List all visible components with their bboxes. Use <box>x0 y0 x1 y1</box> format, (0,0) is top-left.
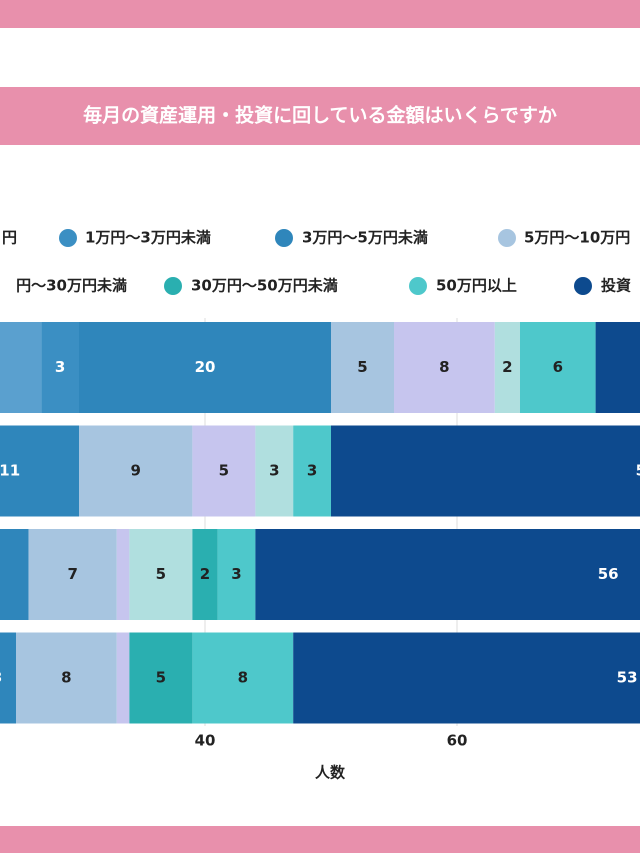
legend-label: 30万円〜50万円未満 <box>191 277 338 295</box>
value-label: 8 <box>61 669 71 687</box>
bar-segment <box>16 632 117 724</box>
legend-marker <box>574 277 592 295</box>
bar-segment <box>331 425 640 517</box>
value-label: 2 <box>200 565 210 583</box>
bar-segment <box>28 529 117 620</box>
bar-segment <box>331 322 394 413</box>
legend-marker <box>164 277 182 295</box>
value-label: 5 <box>156 669 166 687</box>
title-banner <box>0 87 640 145</box>
x-tick-label: 60 <box>447 732 468 750</box>
legend-label: 1万円〜3万円未満 <box>85 229 211 247</box>
bar-segment <box>217 529 256 620</box>
value-label: 11 <box>0 462 20 480</box>
value-label: 5 <box>156 565 166 583</box>
x-axis-label: 人数 <box>315 764 346 782</box>
bar-segment <box>394 322 495 413</box>
bar-segment <box>0 322 42 413</box>
value-label: 20 <box>195 358 216 376</box>
value-label: 2 <box>502 358 512 376</box>
bar-segment <box>255 529 640 620</box>
bar-segment <box>595 322 640 413</box>
legend-label: 投資 <box>601 277 631 295</box>
value-label: 3 <box>307 462 317 480</box>
bar-segment <box>129 529 193 620</box>
legend-marker <box>409 277 427 295</box>
bar-segment <box>41 322 79 413</box>
value-label: 8 <box>238 669 248 687</box>
value-label: 56 <box>598 565 619 583</box>
x-tick-label: 40 <box>195 732 216 750</box>
value-label: 5 <box>357 358 367 376</box>
bar-segment <box>0 632 16 724</box>
bar-segment <box>520 322 596 413</box>
bar-segment <box>192 529 218 620</box>
value-label: 3 <box>269 462 279 480</box>
value-label: 3 <box>231 565 241 583</box>
value-label: 7 <box>67 565 77 583</box>
legend-label: 円 <box>2 229 17 247</box>
bottom-band <box>0 826 640 853</box>
bar-segment <box>293 632 640 724</box>
bar-segment <box>0 529 29 620</box>
value-label: 9 <box>130 462 140 480</box>
bar-segment <box>79 425 193 517</box>
bar-segment <box>116 529 130 620</box>
legend-marker <box>498 229 516 247</box>
bar-segment <box>129 632 193 724</box>
bar-segment <box>79 322 331 413</box>
bar-segment <box>192 425 256 517</box>
value-label: 53 <box>617 669 638 687</box>
value-label: 50 <box>636 462 640 480</box>
bar-segment <box>192 632 294 724</box>
value-label: 6 <box>553 358 563 376</box>
bar-segment <box>293 425 331 517</box>
legend-label: 円〜30万円未満 <box>16 277 127 295</box>
legend-label: 50万円以上 <box>436 277 517 295</box>
legend-marker <box>275 229 293 247</box>
legend-marker <box>59 229 77 247</box>
bar-segment <box>116 632 130 724</box>
bar-segment <box>494 322 520 413</box>
bar-segment <box>255 425 294 517</box>
chart-title: 毎月の資産運用・投資に回している金額はいくらですか <box>83 104 557 127</box>
value-label: 3 <box>55 358 65 376</box>
value-label: 5 <box>219 462 229 480</box>
value-label: 8 <box>439 358 449 376</box>
bar-segment <box>0 425 80 517</box>
legend-label: 3万円〜5万円未満 <box>302 229 428 247</box>
legend-label: 5万円〜10万円 <box>524 229 630 247</box>
top-band <box>0 0 640 28</box>
value-label: 3 <box>0 669 2 687</box>
